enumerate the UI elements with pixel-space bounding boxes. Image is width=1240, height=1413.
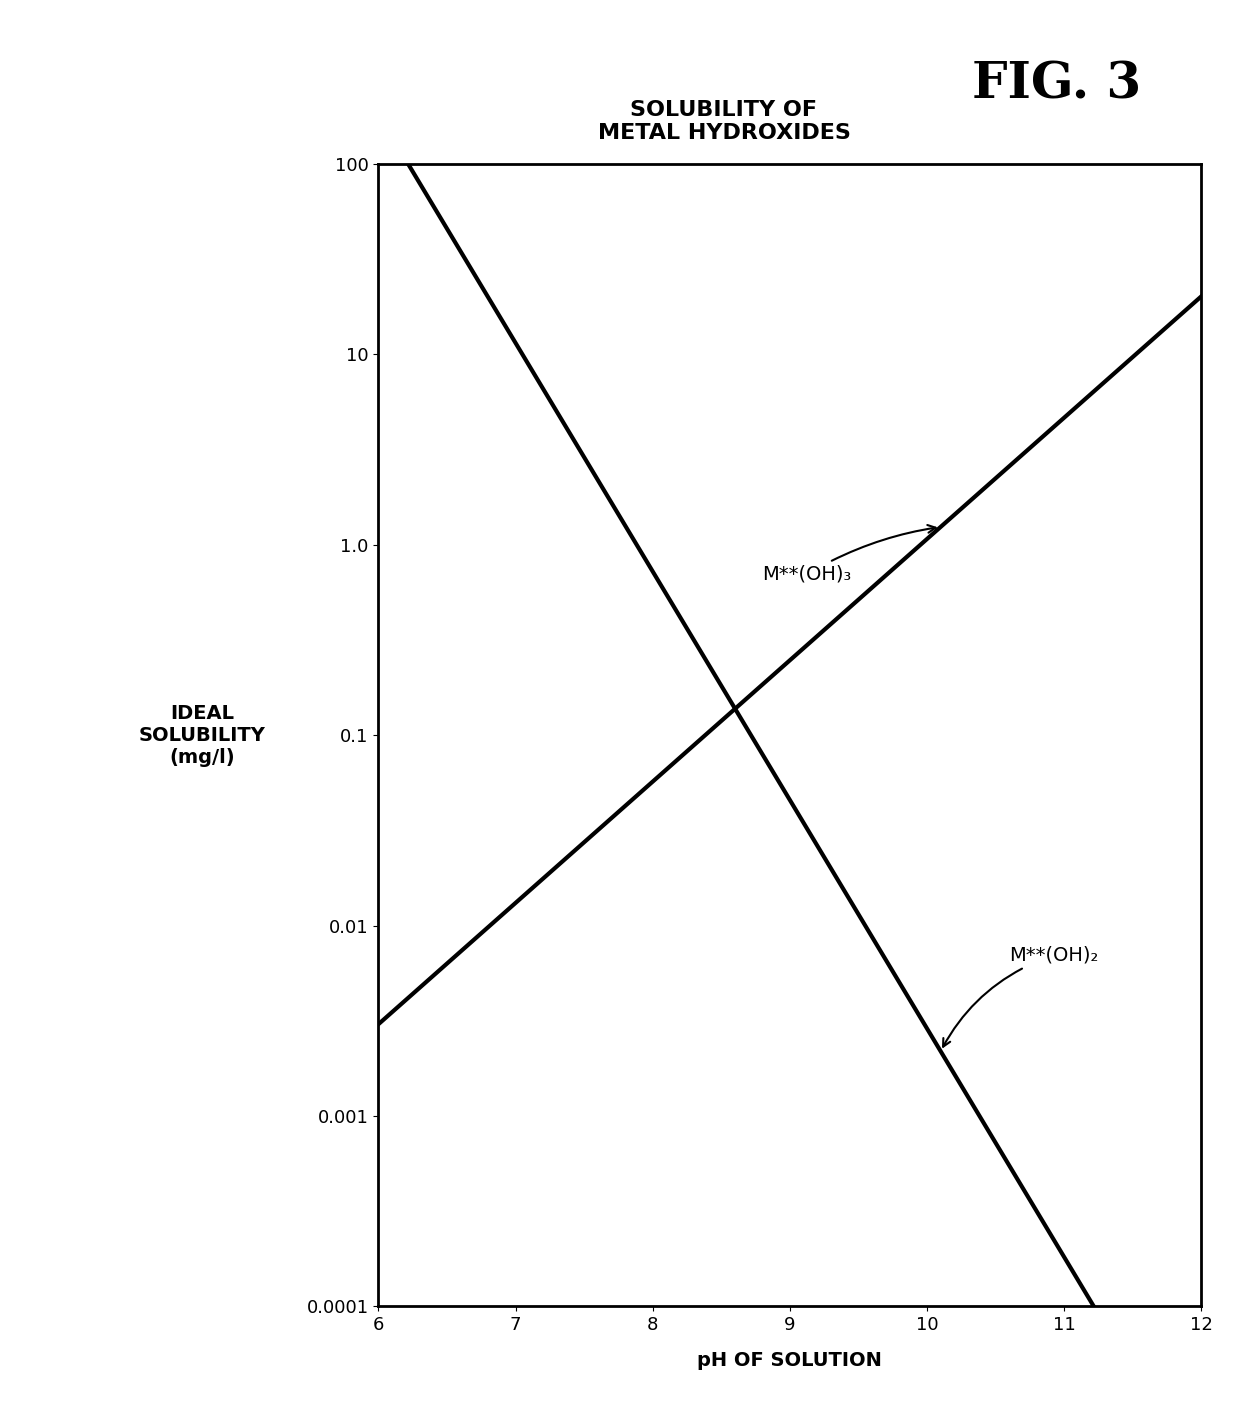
Title: SOLUBILITY OF
METAL HYDROXIDES: SOLUBILITY OF METAL HYDROXIDES	[598, 100, 851, 143]
Text: M**(OH)₃: M**(OH)₃	[763, 526, 936, 584]
Text: M**(OH)₂: M**(OH)₂	[944, 945, 1099, 1047]
Y-axis label: IDEAL
SOLUBILITY
(mg/l): IDEAL SOLUBILITY (mg/l)	[139, 704, 265, 767]
Text: FIG. 3: FIG. 3	[972, 61, 1141, 110]
X-axis label: pH OF SOLUTION: pH OF SOLUTION	[697, 1351, 882, 1369]
